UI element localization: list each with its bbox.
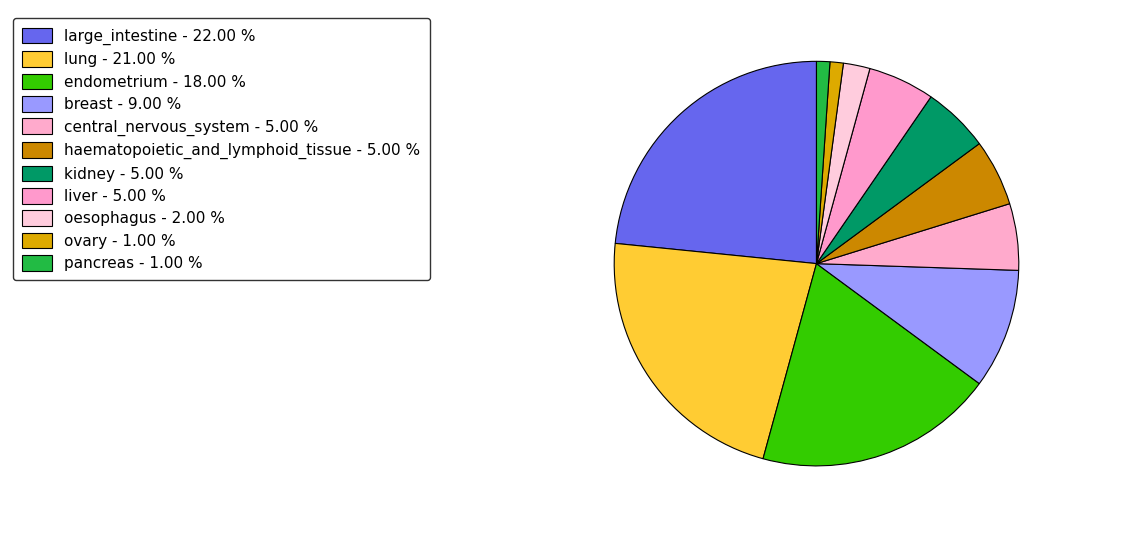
Wedge shape <box>816 264 1018 384</box>
Wedge shape <box>816 144 1009 264</box>
Wedge shape <box>816 61 830 264</box>
Wedge shape <box>816 204 1018 271</box>
Wedge shape <box>816 62 844 264</box>
Wedge shape <box>615 243 816 459</box>
Wedge shape <box>816 68 931 264</box>
Wedge shape <box>816 63 870 264</box>
Wedge shape <box>816 97 980 264</box>
Wedge shape <box>763 264 980 466</box>
Legend: large_intestine - 22.00 %, lung - 21.00 %, endometrium - 18.00 %, breast - 9.00 : large_intestine - 22.00 %, lung - 21.00 … <box>12 18 430 280</box>
Wedge shape <box>616 61 816 264</box>
